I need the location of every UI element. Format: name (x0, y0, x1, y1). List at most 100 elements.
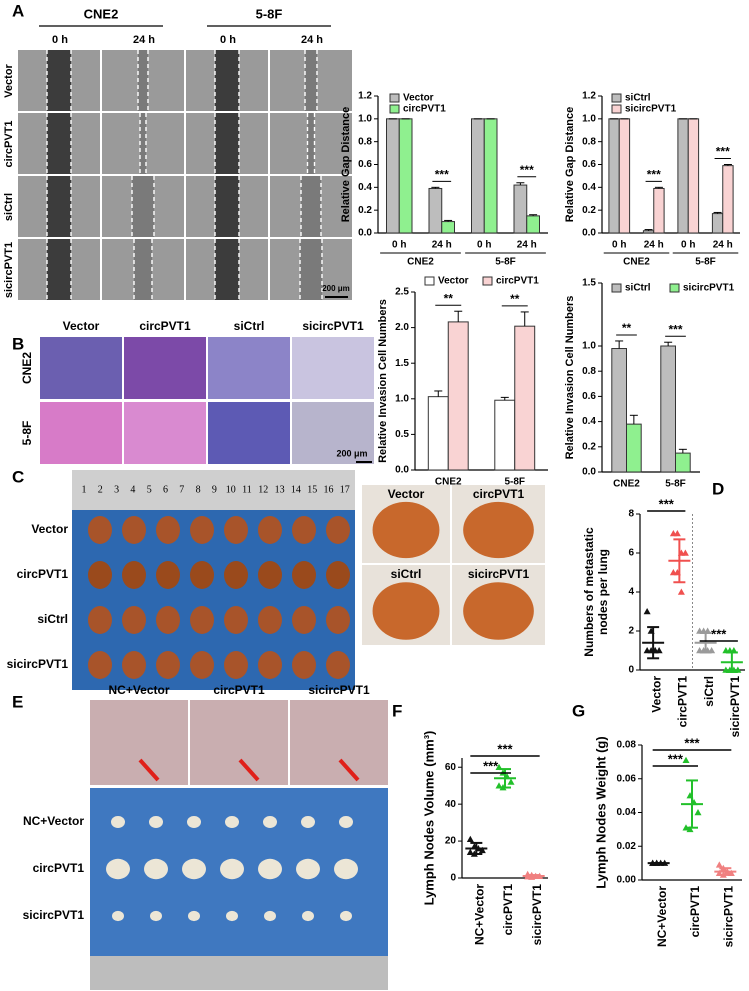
significance-label: ** (444, 291, 454, 305)
bar (642, 230, 655, 234)
column-label: Vector (63, 319, 100, 333)
lung (88, 651, 112, 679)
bar (675, 452, 691, 473)
micrograph (124, 337, 206, 399)
lymph-node (182, 858, 206, 880)
ruler-number: 13 (275, 484, 285, 495)
legend-swatch (611, 283, 622, 293)
cell-line-label: CNE2 (84, 6, 119, 21)
y-tick-label: 0.0 (582, 467, 596, 478)
bar (428, 187, 443, 234)
y-tick-label: 0.2 (582, 205, 596, 216)
lung (88, 516, 112, 544)
y-tick-label: 20 (445, 836, 457, 847)
y-tick-label: 0.2 (358, 205, 372, 216)
group-label: CNE2 (407, 257, 434, 268)
ruler-number: 5 (147, 484, 152, 495)
x-tick-label: CNE2 (613, 479, 640, 490)
row-label: sicircPVT1 (23, 908, 85, 922)
lymph-node (149, 816, 163, 828)
wound-gap (132, 176, 154, 237)
row-label: NC+Vector (23, 814, 84, 828)
lung-label: Vector (388, 487, 425, 501)
y-tick-label: 0 (628, 665, 634, 676)
lung (326, 561, 350, 589)
ruler-number: 14 (291, 484, 301, 495)
lung (224, 516, 248, 544)
lung (190, 516, 214, 544)
column-label: NC+Vector (108, 683, 169, 697)
lung-label: sicircPVT1 (468, 567, 530, 581)
column-label: sicircPVT1 (308, 683, 370, 697)
legend-swatch (611, 104, 622, 114)
lung (463, 501, 534, 559)
y-axis-title: Lymph Nodes Weight (g) (593, 736, 608, 888)
lung (258, 651, 282, 679)
bar (386, 118, 400, 234)
lung (190, 561, 214, 589)
lung (88, 561, 112, 589)
lymph-node (258, 858, 282, 880)
micrograph (292, 402, 374, 464)
lung (156, 561, 180, 589)
data-point (643, 608, 651, 615)
lymph-node (340, 910, 352, 922)
lung (122, 561, 146, 589)
lung-label: siCtrl (391, 567, 422, 581)
x-tick-label: 0 h (681, 240, 695, 251)
timepoint-label: 24 h (301, 34, 323, 46)
wound-gap (215, 239, 239, 300)
wound-gap (138, 50, 148, 111)
group-label: 5-8F (495, 257, 516, 268)
ruler (90, 956, 388, 990)
y-tick-label: 0.8 (358, 136, 372, 147)
y-axis-title: Relative Invasion Cell Numbers (564, 296, 576, 460)
timepoint-label: 24 h (133, 34, 155, 46)
bar (441, 221, 455, 234)
lung (258, 561, 282, 589)
x-tick-label: 24 h (432, 240, 452, 251)
y-tick-label: 1.5 (582, 278, 596, 289)
ruler-number: 15 (307, 484, 317, 495)
wound-gap (300, 239, 322, 300)
lung (156, 651, 180, 679)
lymph-node (302, 910, 314, 922)
x-tick-label: 0 h (612, 240, 626, 251)
x-tick-label: sicircPVT1 (722, 886, 736, 948)
legend-label: Vector (438, 276, 469, 287)
x-tick-label: 24 h (713, 240, 733, 251)
data-point (682, 756, 690, 763)
micrograph (40, 402, 122, 464)
x-tick-label: siCtrl (702, 676, 716, 707)
group-label: CNE2 (623, 257, 650, 268)
legend-label: sicircPVT1 (683, 283, 735, 294)
lymph-node (226, 910, 238, 922)
legend-label: sicircPVT1 (625, 104, 677, 115)
y-tick-label: 0.6 (358, 159, 372, 170)
ruler-number: 9 (212, 484, 217, 495)
data-point (507, 778, 515, 785)
x-tick-label: circPVT1 (676, 676, 690, 728)
bar (494, 399, 516, 471)
significance-label: *** (520, 163, 534, 177)
significance-label: *** (716, 145, 730, 159)
x-tick-label: NC+Vector (473, 884, 487, 945)
lymph-node (339, 816, 353, 828)
y-tick-label: 0.8 (582, 136, 596, 147)
legend-swatch (669, 283, 680, 293)
arrow (138, 758, 160, 782)
y-tick-label: 8 (628, 509, 634, 520)
x-tick-label: CNE2 (435, 477, 462, 488)
wound-gap (305, 50, 317, 111)
row-label: Vector (31, 522, 68, 536)
y-tick-label: 0.0 (395, 465, 409, 476)
lung (122, 516, 146, 544)
significance-label: *** (659, 496, 675, 511)
bar (526, 215, 540, 234)
lung (156, 516, 180, 544)
bar (687, 118, 700, 234)
x-tick-label: Vector (649, 676, 663, 713)
y-tick-label: 1.0 (358, 113, 372, 124)
x-tick-label: 0 h (477, 240, 491, 251)
lung (258, 516, 282, 544)
